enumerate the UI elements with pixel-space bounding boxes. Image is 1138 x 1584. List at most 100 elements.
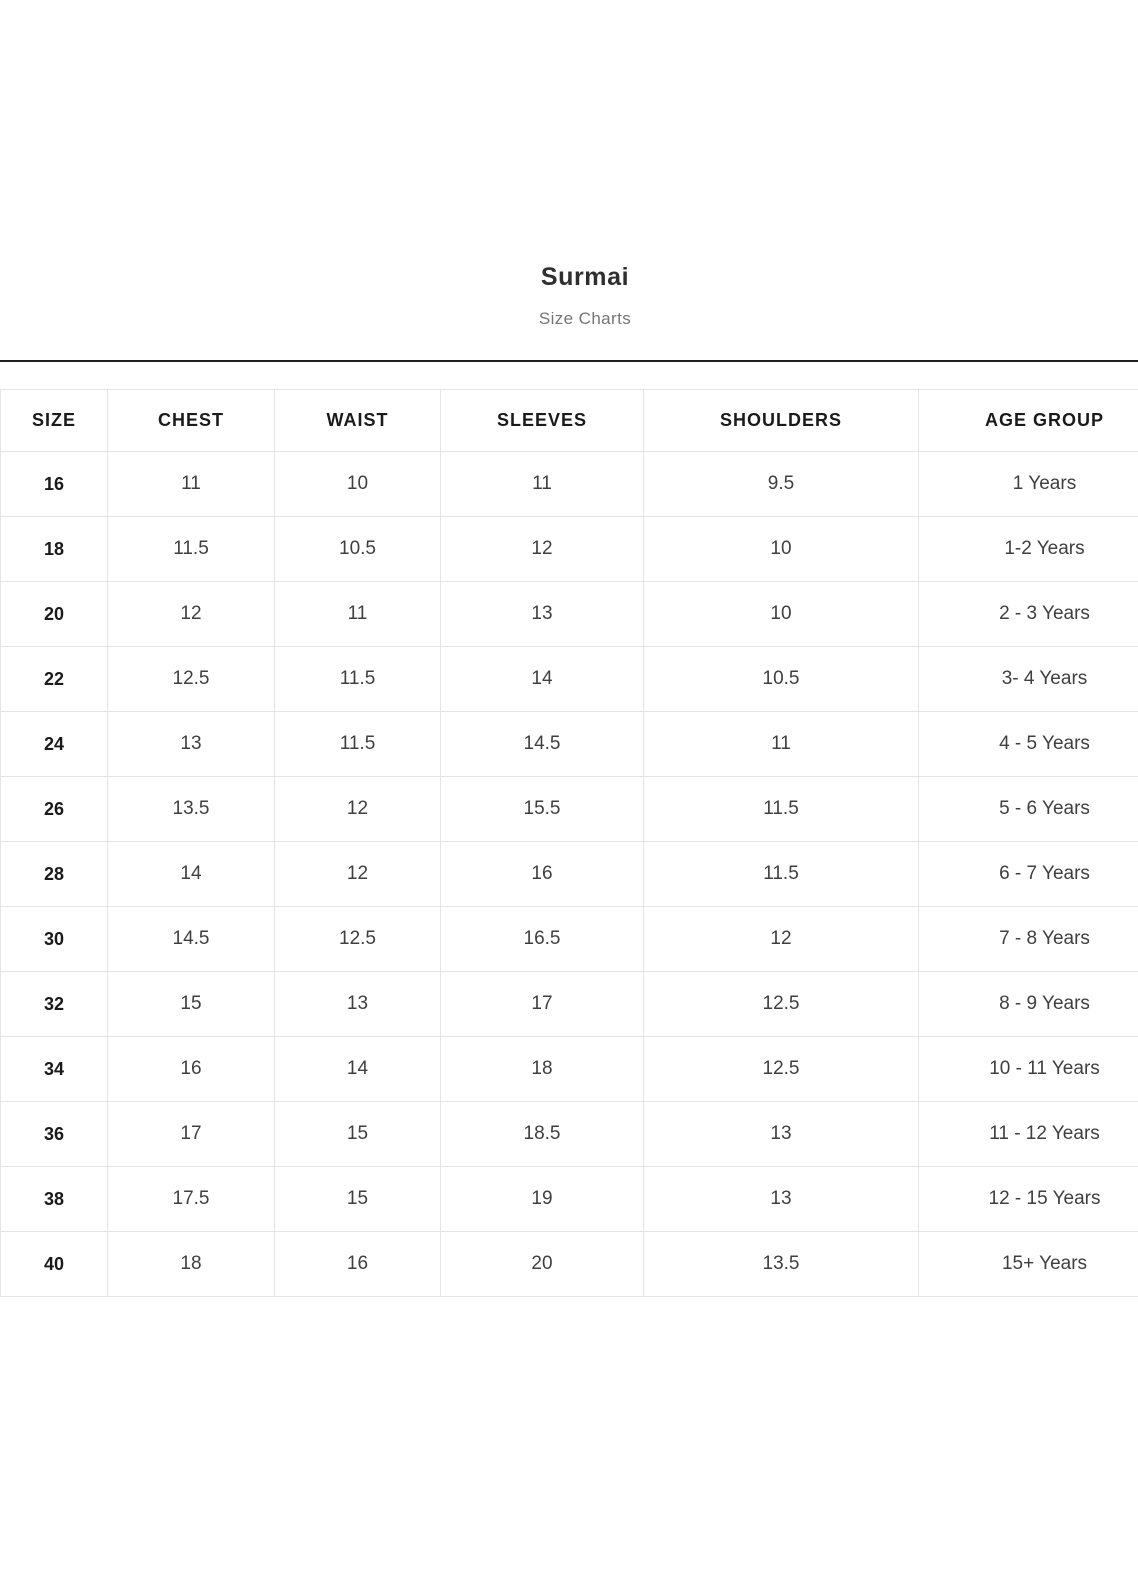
value-cell: 13 — [643, 1166, 919, 1232]
value-cell: 15.5 — [440, 776, 644, 842]
table-row: 36 17 15 18.5 13 11 - 12 Years — [0, 1101, 1138, 1167]
value-cell: 18.5 — [440, 1101, 644, 1167]
value-cell: 17 — [107, 1101, 275, 1167]
value-cell: 11 - 12 Years — [918, 1101, 1138, 1167]
value-cell: 19 — [440, 1166, 644, 1232]
page-title: Surmai — [540, 263, 630, 291]
size-cell: 34 — [0, 1036, 108, 1102]
table-row: 18 11.5 10.5 12 10 1-2 Years — [0, 516, 1138, 582]
value-cell: 14 — [440, 646, 644, 712]
value-cell: 14 — [274, 1036, 441, 1102]
size-cell: 40 — [0, 1231, 108, 1297]
value-cell: 18 — [107, 1231, 275, 1297]
value-cell: 17.5 — [107, 1166, 275, 1232]
table-head: SIZE CHEST WAIST SLEEVES SHOULDERS AGE GROUP — [0, 389, 1138, 452]
size-cell: 24 — [0, 711, 108, 777]
value-cell: 13.5 — [107, 776, 275, 842]
table-row: 16 11 10 11 9.5 1 Years — [0, 451, 1138, 517]
column-header-age-group: AGE GROUP — [918, 389, 1138, 452]
table-row: 38 17.5 15 19 13 12 - 15 Years — [0, 1166, 1138, 1232]
value-cell: 1 Years — [918, 451, 1138, 517]
value-cell: 12.5 — [643, 1036, 919, 1102]
value-cell: 12 - 15 Years — [918, 1166, 1138, 1232]
size-cell: 16 — [0, 451, 108, 517]
value-cell: 12.5 — [274, 906, 441, 972]
size-cell: 30 — [0, 906, 108, 972]
table-row: 28 14 12 16 11.5 6 - 7 Years — [0, 841, 1138, 907]
value-cell: 12 — [107, 581, 275, 647]
value-cell: 1-2 Years — [918, 516, 1138, 582]
table-row: 40 18 16 20 13.5 15+ Years — [0, 1231, 1138, 1297]
column-header-chest: CHEST — [107, 389, 275, 452]
value-cell: 11.5 — [107, 516, 275, 582]
value-cell: 11.5 — [643, 841, 919, 907]
size-cell: 26 — [0, 776, 108, 842]
value-cell: 5 - 6 Years — [918, 776, 1138, 842]
value-cell: 12 — [440, 516, 644, 582]
value-cell: 11.5 — [274, 711, 441, 777]
value-cell: 8 - 9 Years — [918, 971, 1138, 1037]
table-row: 20 12 11 13 10 2 - 3 Years — [0, 581, 1138, 647]
value-cell: 7 - 8 Years — [918, 906, 1138, 972]
value-cell: 15 — [107, 971, 275, 1037]
value-cell: 15 — [274, 1101, 441, 1167]
value-cell: 12 — [274, 776, 441, 842]
size-chart-table: SIZE CHEST WAIST SLEEVES SHOULDERS AGE GROUP … — [0, 389, 1138, 1297]
page-subtitle: Size Charts — [538, 309, 632, 328]
header-row: SIZE CHEST WAIST SLEEVES SHOULDERS AGE GROUP — [0, 389, 1138, 452]
value-cell: 14.5 — [440, 711, 644, 777]
value-cell: 15 — [274, 1166, 441, 1232]
value-cell: 18 — [440, 1036, 644, 1102]
value-cell: 4 - 5 Years — [918, 711, 1138, 777]
value-cell: 12 — [643, 906, 919, 972]
table-row: 30 14.5 12.5 16.5 12 7 - 8 Years — [0, 906, 1138, 972]
value-cell: 10.5 — [643, 646, 919, 712]
size-cell: 28 — [0, 841, 108, 907]
value-cell: 3- 4 Years — [918, 646, 1138, 712]
heading-block: Surmai Size Charts — [0, 0, 1138, 330]
size-cell: 22 — [0, 646, 108, 712]
value-cell: 12.5 — [107, 646, 275, 712]
value-cell: 14 — [107, 841, 275, 907]
value-cell: 12 — [274, 841, 441, 907]
size-cell: 20 — [0, 581, 108, 647]
value-cell: 16 — [274, 1231, 441, 1297]
table-body: 16 11 10 11 9.5 1 Years 18 11.5 10.5 12 10 1-2 Year… — [0, 451, 1138, 1297]
value-cell: 13 — [274, 971, 441, 1037]
value-cell: 10 — [643, 516, 919, 582]
value-cell: 2 - 3 Years — [918, 581, 1138, 647]
table-row: 22 12.5 11.5 14 10.5 3- 4 Years — [0, 646, 1138, 712]
value-cell: 11.5 — [643, 776, 919, 842]
value-cell: 11.5 — [274, 646, 441, 712]
value-cell: 15+ Years — [918, 1231, 1138, 1297]
value-cell: 16 — [107, 1036, 275, 1102]
value-cell: 11 — [274, 581, 441, 647]
size-cell: 32 — [0, 971, 108, 1037]
table-row: 32 15 13 17 12.5 8 - 9 Years — [0, 971, 1138, 1037]
table-row: 26 13.5 12 15.5 11.5 5 - 6 Years — [0, 776, 1138, 842]
value-cell: 20 — [440, 1231, 644, 1297]
value-cell: 13 — [440, 581, 644, 647]
value-cell: 10 — [274, 451, 441, 517]
value-cell: 11 — [107, 451, 275, 517]
value-cell: 10 — [643, 581, 919, 647]
value-cell: 14.5 — [107, 906, 275, 972]
value-cell: 17 — [440, 971, 644, 1037]
size-cell: 36 — [0, 1101, 108, 1167]
value-cell: 11 — [440, 451, 644, 517]
column-header-waist: WAIST — [274, 389, 441, 452]
column-header-size: SIZE — [0, 389, 108, 452]
value-cell: 16 — [440, 841, 644, 907]
value-cell: 13 — [107, 711, 275, 777]
size-cell: 38 — [0, 1166, 108, 1232]
value-cell: 9.5 — [643, 451, 919, 517]
size-cell: 18 — [0, 516, 108, 582]
value-cell: 11 — [643, 711, 919, 777]
column-header-sleeves: SLEEVES — [440, 389, 644, 452]
table-row: 34 16 14 18 12.5 10 - 11 Years — [0, 1036, 1138, 1102]
divider-line — [0, 360, 1138, 362]
value-cell: 10 - 11 Years — [918, 1036, 1138, 1102]
value-cell: 6 - 7 Years — [918, 841, 1138, 907]
size-chart-page: Surmai Size Charts SIZE CHEST WAIST SLEEVES… — [0, 0, 1138, 1297]
table-row: 24 13 11.5 14.5 11 4 - 5 Years — [0, 711, 1138, 777]
